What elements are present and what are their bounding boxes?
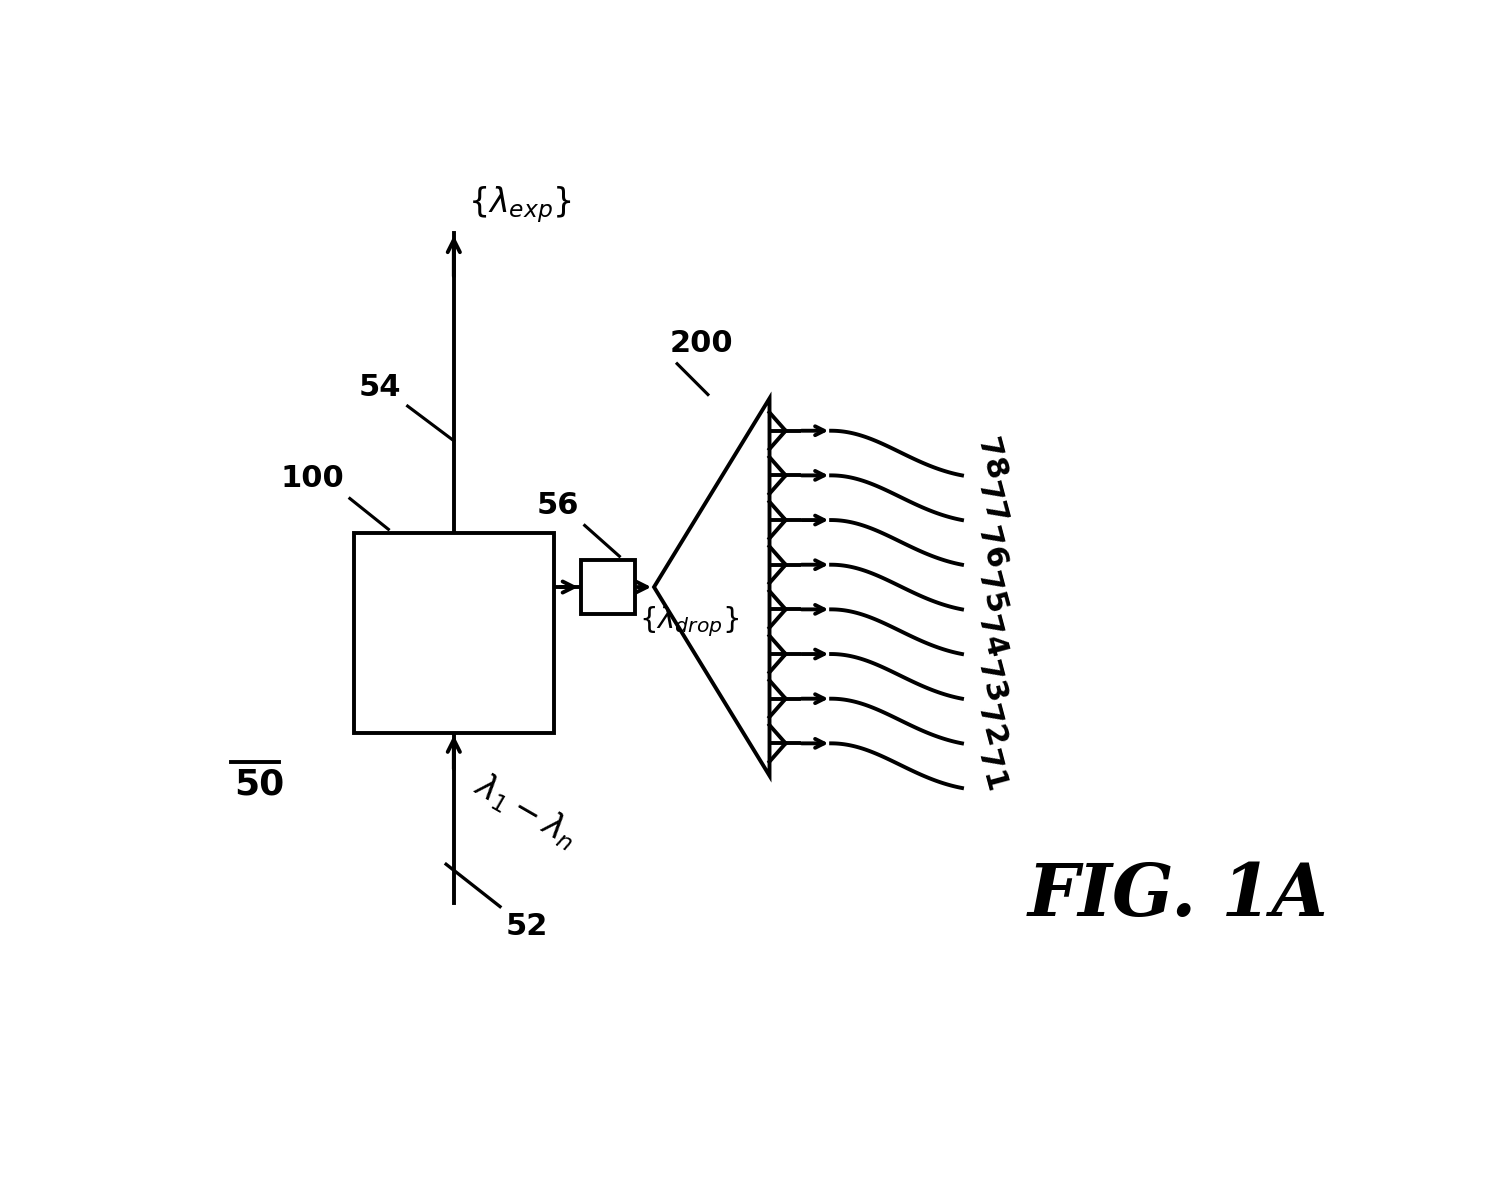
Text: 76: 76 (971, 524, 1011, 573)
Bar (354, 533, 554, 733)
Text: $\{\lambda_{drop}\}$: $\{\lambda_{drop}\}$ (639, 604, 739, 639)
Text: 200: 200 (669, 329, 733, 359)
Text: 54: 54 (358, 373, 402, 402)
Text: 72: 72 (971, 702, 1011, 751)
Text: $\lambda_1 - \lambda_n$: $\lambda_1 - \lambda_n$ (468, 767, 583, 854)
Text: 56: 56 (536, 492, 580, 520)
Text: 77: 77 (971, 480, 1011, 527)
Text: 52: 52 (506, 913, 548, 941)
Text: 74: 74 (971, 614, 1011, 661)
Text: FIG. 1A: FIG. 1A (1027, 860, 1328, 930)
Text: 71: 71 (971, 748, 1011, 795)
Text: 78: 78 (971, 434, 1011, 483)
Text: 73: 73 (971, 658, 1011, 706)
Text: 50: 50 (235, 768, 285, 803)
Text: 100: 100 (280, 464, 345, 493)
Bar (581, 560, 634, 614)
Text: $\{\lambda_{exp}\}$: $\{\lambda_{exp}\}$ (468, 184, 572, 225)
Text: 75: 75 (971, 568, 1011, 617)
